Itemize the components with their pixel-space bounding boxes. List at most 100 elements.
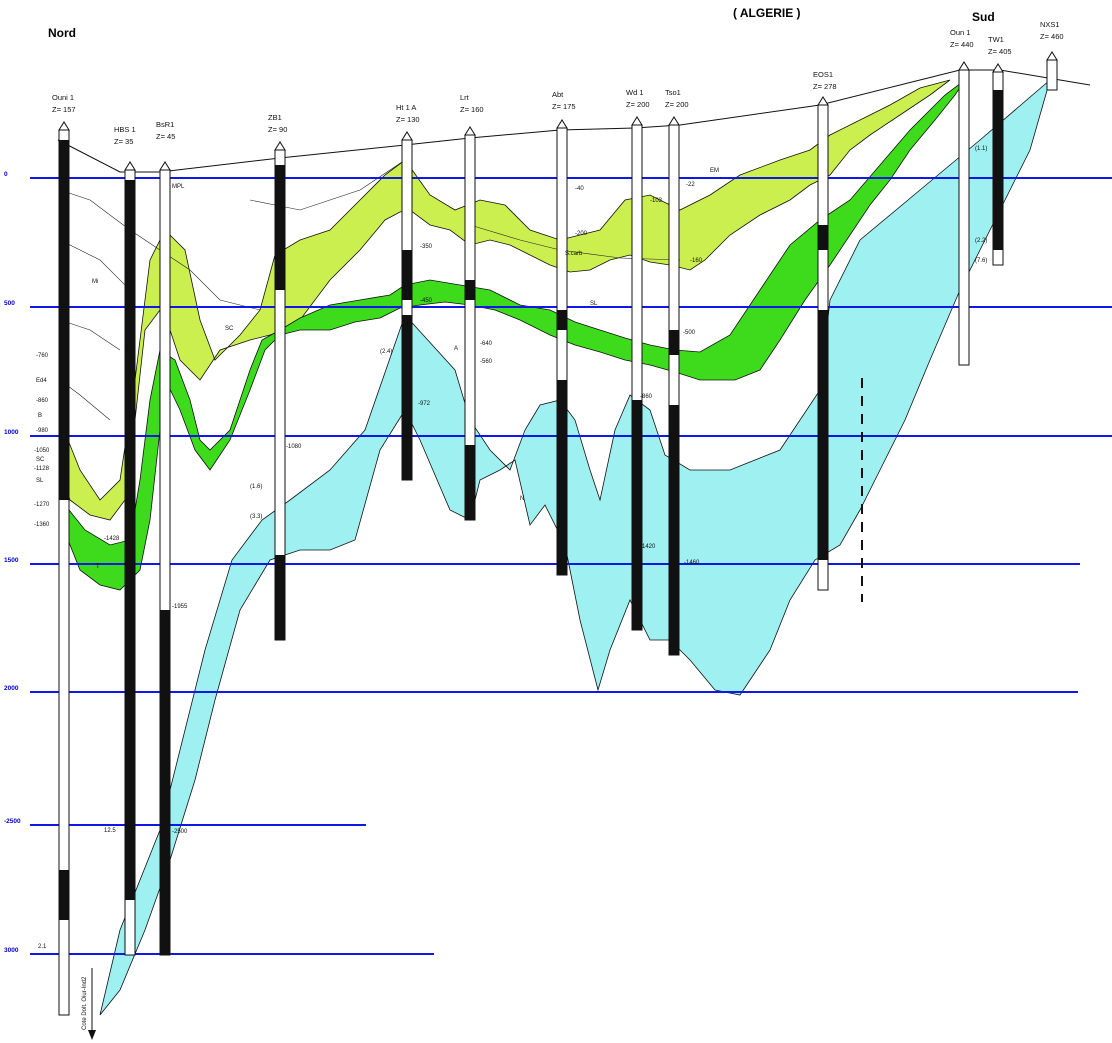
well-0: Ouni 1 Z= 157 [52, 93, 76, 1016]
country-label: ( ALGERIE ) [733, 6, 801, 20]
well-elevation: Z= 157 [52, 105, 76, 114]
well-4: Ht 1 A Z= 130 [396, 103, 420, 481]
well-name: Wd 1 [626, 88, 644, 97]
well-10: Oun 1 Z= 440 [950, 28, 974, 366]
value-annotation-6: (1.1) [975, 146, 987, 152]
depth-annotation-0: -40 [575, 186, 584, 192]
well-6: Abt Z= 175 [552, 90, 576, 576]
well-name: Oun 1 [950, 28, 970, 37]
well-name: Abt [552, 90, 564, 99]
down-arrow-head [88, 1030, 96, 1040]
well-name: TW1 [988, 35, 1004, 44]
depth-annotation-6: -860 [640, 394, 653, 400]
well-1: HBS 1 Z= 35 [114, 125, 136, 956]
well-lithology-segment [632, 400, 642, 630]
formation-a: A [454, 346, 458, 352]
well-9: EOS1 Z= 278 [813, 70, 837, 591]
cyan-formation [99, 78, 1051, 1016]
left-annotation-10: -1360 [34, 522, 50, 528]
depth-annotation-1: -200 [575, 231, 588, 237]
well-name: BsR1 [156, 120, 174, 129]
south-label: Sud [972, 10, 995, 24]
well-lithology-segment [669, 330, 679, 355]
well-elevation: Z= 160 [460, 105, 484, 114]
depth-annotation-4: -560 [480, 359, 493, 365]
well-lithology-segment [818, 310, 828, 560]
value-annotation-1: (1.6) [250, 484, 262, 490]
well-elevation: Z= 130 [396, 115, 420, 124]
well-head-marker [1046, 51, 1058, 61]
formation-em: EM [710, 168, 719, 174]
left-annotation-3: B [38, 413, 42, 419]
well-name: Ht 1 A [396, 103, 416, 112]
depth-label: 0 [4, 171, 8, 178]
depth-annotation-11: -1955 [172, 604, 188, 610]
formation-mi: Mi [92, 279, 98, 285]
north-label: Nord [48, 26, 76, 40]
well-lithology-segment [818, 225, 828, 250]
well-name: HBS 1 [114, 125, 136, 134]
well-lithology-segment [275, 165, 285, 290]
well-head-marker [159, 161, 171, 171]
well-lithology-segment [125, 180, 135, 900]
well-column [958, 69, 970, 366]
depth-label: 3000 [4, 947, 19, 954]
well-name: Tso1 [665, 88, 681, 97]
formation-mpl: MPL [172, 184, 185, 190]
well-column [1046, 59, 1058, 91]
well-head-marker [817, 96, 829, 106]
well-lithology-segment [993, 90, 1003, 250]
depth-label: 1000 [4, 429, 19, 436]
well-lithology-segment [465, 445, 475, 520]
left-annotation-7: -1128 [34, 466, 50, 472]
well-elevation: Z= 460 [1040, 32, 1064, 41]
depth-label: -2500 [4, 818, 21, 825]
well-head-marker [958, 61, 970, 71]
left-annotation-5: -1050 [34, 448, 50, 454]
well-head-marker [992, 63, 1004, 73]
depth-annotation-13: -22 [686, 182, 695, 188]
depth-annotation-5: -640 [480, 341, 493, 347]
well-name: EOS1 [813, 70, 833, 79]
light-green-formation [59, 79, 951, 521]
well-name: Ouni 1 [52, 93, 74, 102]
well-head-marker [58, 121, 70, 131]
well-head-marker [668, 116, 680, 126]
well-name: Lrt [460, 93, 470, 102]
well-12: NXS1 Z= 460 [1040, 20, 1064, 91]
depth-label: 500 [4, 300, 15, 307]
well-head-marker [401, 131, 413, 141]
well-head-marker [464, 126, 476, 136]
well-elevation: Z= 45 [156, 132, 175, 141]
left-annotation-9: -1270 [34, 502, 50, 508]
depth-annotation-9: -1420 [640, 544, 656, 550]
left-annotation-2: -860 [36, 398, 49, 404]
left-annotation-6: SC [36, 457, 45, 463]
value-annotation-5: 2.1 [38, 944, 47, 950]
well-5: Lrt Z= 160 [460, 93, 484, 521]
depth-annotation-8: -1080 [286, 444, 302, 450]
wells-group: Ouni 1 Z= 157 HBS 1 Z= 35 BsR1 Z= 45 ZB1 Z= 90 H… [52, 20, 1064, 1016]
depth-annotation-10: -1460 [684, 560, 700, 566]
left-annotation-0: -760 [36, 353, 49, 359]
depth-lines-group: 0 500 1000 1500 2000 -2500 3000 [4, 171, 1112, 955]
well-elevation: Z= 35 [114, 137, 133, 146]
well-elevation: Z= 200 [665, 100, 689, 109]
formation-scarb: S.carb [565, 251, 583, 257]
value-annotation-0: (2.2) [975, 238, 987, 244]
depth-label: 1500 [4, 557, 19, 564]
depth-annotation-7: -972 [418, 401, 431, 407]
depth-annotation-14: -103 [650, 198, 663, 204]
well-lithology-segment [402, 315, 412, 480]
formation-n: N [520, 496, 524, 502]
well-11: TW1 Z= 405 [988, 35, 1012, 266]
well-lithology-segment [669, 405, 679, 655]
well-name: ZB1 [268, 113, 282, 122]
well-head-marker [631, 116, 643, 126]
left-annotation-4: -980 [36, 428, 49, 434]
depth-annotation-16: -500 [683, 330, 696, 336]
formation-sl: SL [590, 301, 598, 307]
well-lithology-segment [402, 250, 412, 300]
